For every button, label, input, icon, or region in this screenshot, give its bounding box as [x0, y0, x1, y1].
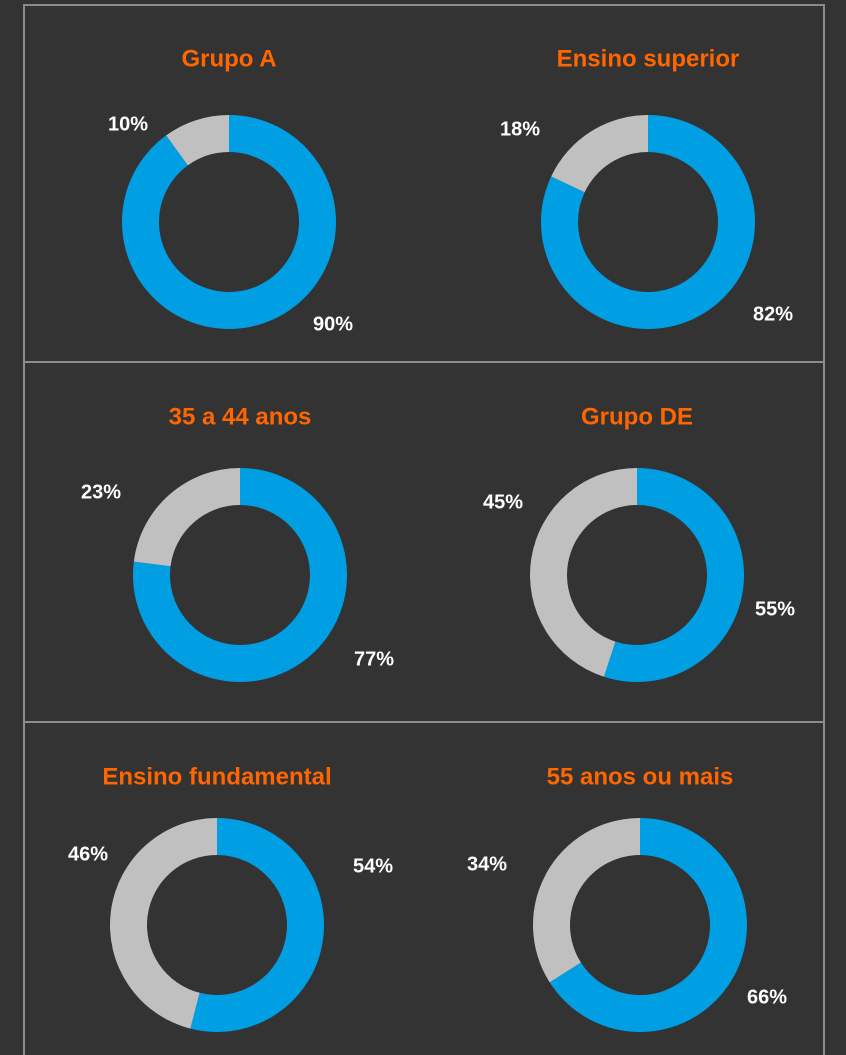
data-label: 23% [81, 481, 121, 503]
donut-slice [603, 468, 744, 682]
data-label: 90% [313, 313, 353, 335]
chart-title: Ensino fundamental [102, 763, 331, 790]
data-label: 82% [753, 303, 793, 325]
chart-title: Grupo A [181, 45, 276, 72]
data-label: 46% [68, 843, 108, 865]
donut-slice [551, 115, 648, 193]
donut-slice [549, 817, 747, 1032]
chart-title: 35 a 44 anos [169, 403, 312, 430]
chart-title: 55 anos ou mais [547, 763, 734, 790]
donut-slice [190, 818, 324, 1032]
data-label: 77% [354, 648, 394, 670]
chart-title: Ensino superior [557, 45, 740, 72]
donut-slice [532, 817, 640, 983]
data-label: 18% [500, 118, 540, 140]
frame [23, 4, 825, 1055]
data-label: 10% [108, 113, 148, 135]
donut-slice [166, 115, 229, 166]
data-label: 55% [755, 598, 795, 620]
donut-slice [133, 468, 240, 567]
donut-slice [132, 468, 347, 683]
data-label: 45% [483, 491, 523, 513]
data-label: 54% [353, 855, 393, 877]
donut-slice [541, 115, 755, 330]
donut-slice [121, 115, 337, 329]
donut-slice [109, 817, 217, 1029]
data-label: 34% [467, 853, 507, 875]
donut-slice [530, 468, 637, 677]
chart-title: Grupo DE [581, 403, 693, 430]
data-label: 66% [747, 986, 787, 1008]
